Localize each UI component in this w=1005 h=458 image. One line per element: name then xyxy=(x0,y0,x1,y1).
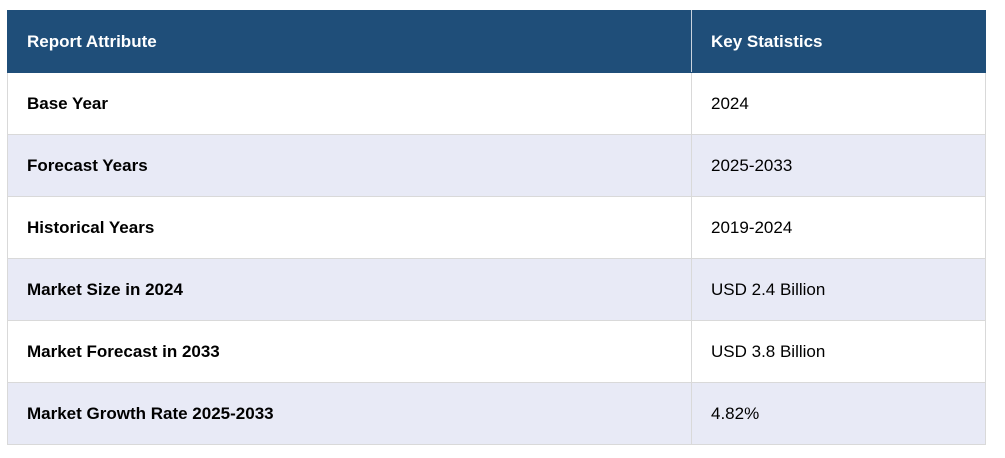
row-attribute: Historical Years xyxy=(7,196,692,259)
table-row: Base Year 2024 xyxy=(7,72,986,135)
report-table-container: Report Attribute Key Statistics Base Yea… xyxy=(7,10,986,445)
row-value: 2025-2033 xyxy=(691,134,986,197)
table-row: Forecast Years 2025-2033 xyxy=(7,134,986,197)
row-attribute: Forecast Years xyxy=(7,134,692,197)
table-row: Market Size in 2024 USD 2.4 Billion xyxy=(7,258,986,321)
report-attributes-table: Report Attribute Key Statistics Base Yea… xyxy=(7,10,986,445)
row-value: USD 2.4 Billion xyxy=(691,258,986,321)
row-attribute: Market Forecast in 2033 xyxy=(7,320,692,383)
row-attribute: Market Growth Rate 2025-2033 xyxy=(7,382,692,445)
table-row: Historical Years 2019-2024 xyxy=(7,196,986,259)
header-row: Report Attribute Key Statistics xyxy=(7,10,986,73)
table-header: Report Attribute Key Statistics xyxy=(7,10,986,73)
row-value: 4.82% xyxy=(691,382,986,445)
row-value: 2024 xyxy=(691,72,986,135)
table-row: Market Forecast in 2033 USD 3.8 Billion xyxy=(7,320,986,383)
table-body: Base Year 2024 Forecast Years 2025-2033 … xyxy=(7,72,986,445)
row-attribute: Base Year xyxy=(7,72,692,135)
row-value: 2019-2024 xyxy=(691,196,986,259)
row-value: USD 3.8 Billion xyxy=(691,320,986,383)
header-report-attribute: Report Attribute xyxy=(7,10,692,73)
header-key-statistics: Key Statistics xyxy=(691,10,986,73)
row-attribute: Market Size in 2024 xyxy=(7,258,692,321)
table-row: Market Growth Rate 2025-2033 4.82% xyxy=(7,382,986,445)
